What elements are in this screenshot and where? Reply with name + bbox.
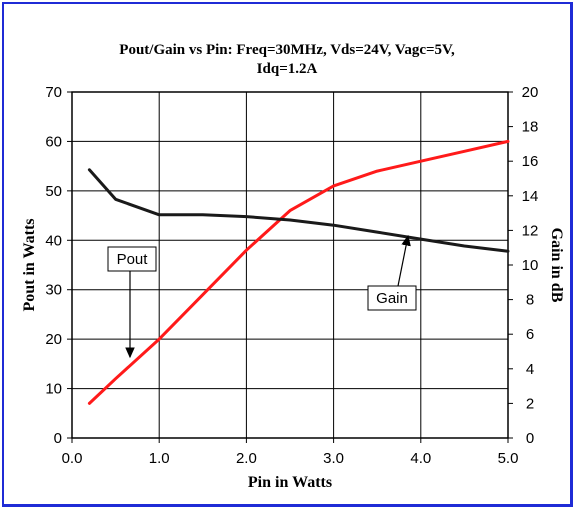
y-left-tick-label: 40 (45, 232, 62, 249)
callout-box-gain (367, 285, 417, 311)
x-tick-label: 0.0 (62, 450, 83, 467)
y-left-tick-label: 60 (45, 133, 62, 150)
callout-label-gain: Gain (376, 290, 408, 307)
y-left-tick-label: 50 (45, 183, 62, 200)
x-tick-label: 3.0 (323, 450, 344, 467)
callout-label-pout: Pout (117, 251, 149, 268)
x-axis-ticks: 0.0 1.0 2.0 3.0 4.0 5.0 (62, 438, 519, 467)
y-right-axis-ticks: 0 2 4 6 8 10 12 14 16 18 20 (508, 84, 538, 447)
series-line-pout (87, 139, 510, 405)
y-right-tick-label: 4 (526, 361, 534, 378)
chart-title-line2: Idq=1.2A (257, 61, 318, 77)
y-right-tick-label: 20 (522, 84, 539, 101)
x-axis-label: Pin in Watts (248, 474, 332, 491)
y-left-axis-ticks: 0 10 20 30 40 50 60 70 (45, 84, 72, 447)
y-right-tick-label: 0 (526, 430, 534, 447)
y-right-tick-label: 18 (522, 119, 539, 136)
x-tick-label: 4.0 (410, 450, 431, 467)
y-right-tick-label: 8 (526, 292, 534, 309)
y-left-tick-label: 10 (45, 381, 62, 398)
y-left-tick-label: 70 (45, 84, 62, 101)
y-left-tick-label: 20 (45, 331, 62, 348)
y-right-axis-label: Gain in dB (548, 228, 565, 303)
y-right-tick-label: 16 (522, 153, 539, 170)
y-left-tick-label: 0 (54, 430, 62, 447)
y-right-tick-label: 12 (522, 222, 539, 239)
series-line-gain (87, 168, 510, 253)
y-right-tick-label: 2 (526, 395, 534, 412)
chart-title-line1: Pout/Gain vs Pin: Freq=30MHz, Vds=24V, V… (119, 42, 455, 58)
y-left-tick-label: 30 (45, 282, 62, 299)
y-right-tick-label: 6 (526, 326, 534, 343)
chart-callouts: Pout Gain (107, 234, 417, 359)
x-tick-label: 5.0 (498, 450, 519, 467)
y-right-tick-label: 10 (522, 257, 539, 274)
callout-arrow-gain (397, 234, 411, 287)
x-tick-label: 1.0 (149, 450, 170, 467)
x-tick-label: 2.0 (236, 450, 257, 467)
y-right-tick-label: 14 (522, 188, 539, 205)
y-left-axis-label: Pout in Watts (21, 218, 38, 311)
callout-box-pout (107, 246, 157, 272)
chart-series (87, 139, 510, 405)
